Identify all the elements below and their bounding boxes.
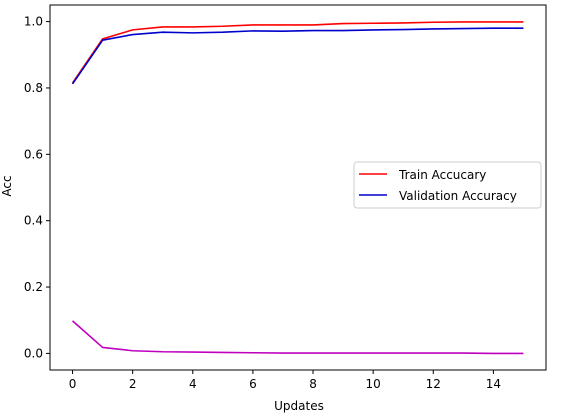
legend-box [353,161,542,209]
y-tick-label: 0.0 [24,346,43,360]
axes: 0 2 4 6 8 10 12 14 0.0 0.2 0.4 0.6 0.8 1.0 [24,4,547,391]
series-line-1 [71,27,524,85]
x-tick-label: 14 [486,377,501,391]
y-axis-label: Acc [0,175,14,196]
x-tick-label: 2 [129,377,137,391]
x-tick-label: 4 [189,377,197,391]
x-tick-label: 12 [426,377,441,391]
legend-label-train: Train Accucary [398,168,486,182]
series-line-2 [72,320,524,355]
x-tick-label: 6 [249,377,257,391]
y-tick-label: 0.4 [24,214,43,228]
plot-frame [49,4,547,371]
y-tick-label: 0.6 [24,147,43,161]
legend: Train Accucary Validation Accuracy [353,161,542,209]
series-line-0 [71,21,524,84]
plot-area [71,21,524,355]
x-tick-label: 0 [69,377,77,391]
x-tick-label: 10 [366,377,381,391]
x-tick-label: 8 [309,377,317,391]
y-tick-label: 1.0 [24,15,43,29]
legend-label-validation: Validation Accuracy [399,189,517,203]
y-tick-label: 0.2 [24,280,43,294]
y-tick-label: 0.8 [24,81,43,95]
x-axis-label: Updates [274,399,324,413]
